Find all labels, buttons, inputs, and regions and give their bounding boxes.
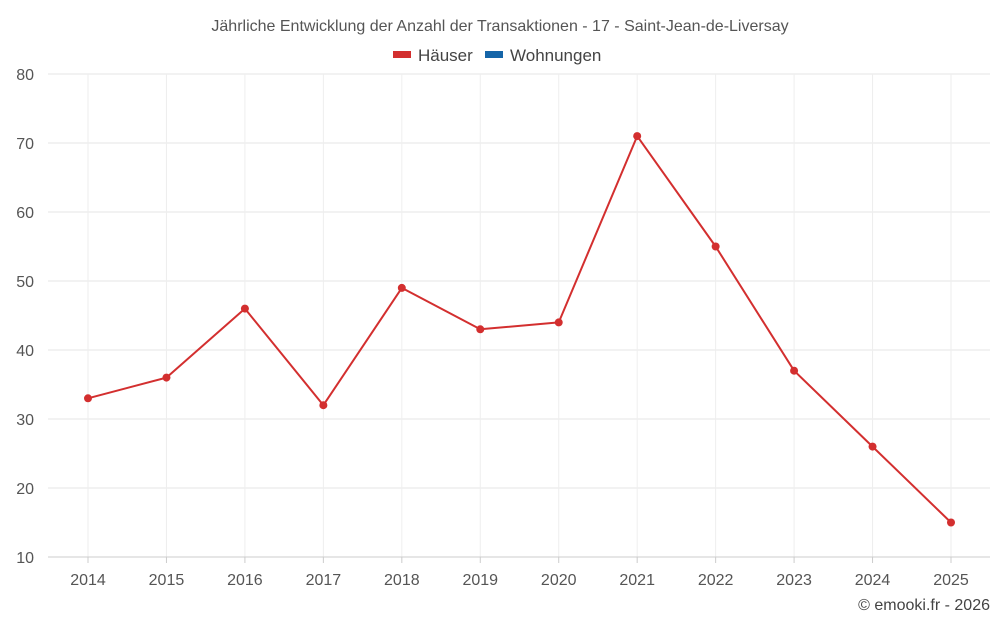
data-point[interactable] [711,242,720,251]
y-tick-label: 80 [16,67,34,84]
data-point[interactable] [319,401,328,410]
y-tick-label: 20 [16,481,34,498]
legend-item-wohnungen[interactable]: Wohnungen [485,46,601,65]
x-tick-label: 2019 [462,572,498,589]
data-point[interactable] [397,283,406,292]
y-tick-label: 30 [16,412,34,429]
data-point[interactable] [633,132,642,141]
y-tick-label: 70 [16,136,34,153]
data-point[interactable] [476,325,485,334]
x-tick-label: 2021 [619,572,655,589]
x-tick-label: 2014 [70,572,106,589]
y-tick-label: 50 [16,274,34,291]
gridlines [48,73,990,558]
legend-label-haeuser: Häuser [418,46,473,65]
x-tick-label: 2025 [933,572,969,589]
y-axis: 10 20 30 40 50 60 70 80 [16,67,34,567]
credit-text: © emooki.fr - 2026 [858,597,990,614]
legend-label-wohnungen: Wohnungen [510,46,601,65]
x-tick-label: 2017 [306,572,342,589]
data-point[interactable] [947,518,955,527]
x-tick-label: 2016 [227,572,263,589]
legend-swatch-wohnungen [485,51,503,58]
data-point[interactable] [240,304,249,313]
data-point[interactable] [790,366,799,375]
data-point[interactable] [84,394,92,403]
data-point[interactable] [868,442,877,451]
y-tick-label: 40 [16,343,34,360]
chart-title: Jährliche Entwicklung der Anzahl der Tra… [211,18,788,35]
legend-item-haeuser[interactable]: Häuser [393,46,473,65]
x-axis: 2014 2015 2016 2017 2018 2019 2020 2021 2022 2023… [48,556,990,589]
series-layer [84,132,955,527]
y-tick-label: 60 [16,205,34,222]
data-point[interactable] [554,318,563,327]
x-tick-label: 2023 [776,572,812,589]
series-line-0 [87,135,952,524]
x-tick-label: 2022 [698,572,734,589]
x-tick-label: 2018 [384,572,420,589]
legend: Häuser Wohnungen [393,46,601,65]
data-point[interactable] [162,373,171,382]
x-tick-label: 2024 [855,572,891,589]
legend-swatch-haeuser [393,51,411,58]
x-tick-label: 2015 [149,572,185,589]
y-tick-label: 10 [16,550,34,567]
x-tick-label: 2020 [541,572,577,589]
